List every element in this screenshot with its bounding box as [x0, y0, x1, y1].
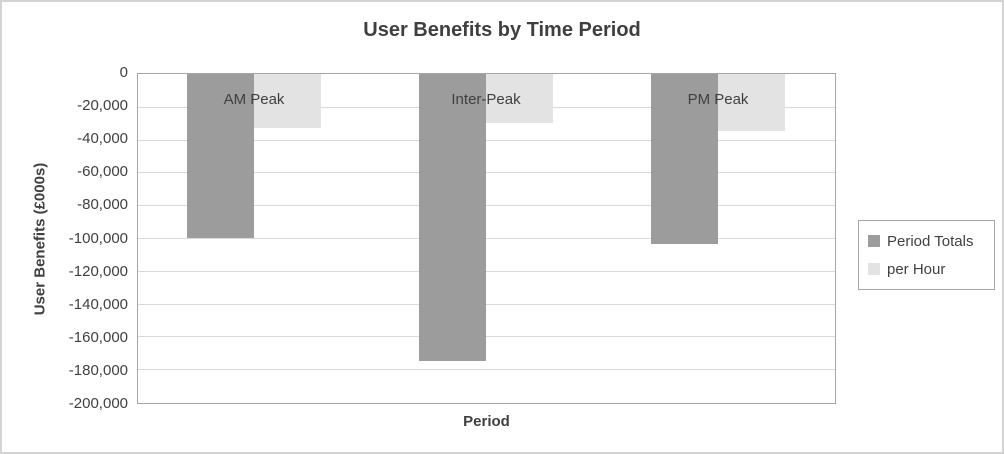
- y-tick-label: 0: [119, 64, 128, 81]
- y-tick-label: -200,000: [68, 395, 128, 412]
- gridline: [138, 238, 835, 239]
- bar-period-totals-pm-peak: [651, 74, 718, 244]
- category-label-inter-peak: Inter-Peak: [451, 91, 521, 108]
- y-tick-label: -120,000: [68, 262, 128, 280]
- bar-period-totals-inter-peak: [419, 74, 486, 361]
- gridline: [138, 172, 835, 174]
- gridline: [138, 303, 835, 305]
- category-label-pm-peak: PM Peak: [687, 91, 749, 108]
- gridline: [138, 270, 835, 272]
- y-tick-label: -140,000: [68, 295, 128, 313]
- gridline: [138, 139, 835, 141]
- y-tick-label: -80,000: [77, 196, 128, 214]
- bar-per-hour-am-peak: [254, 74, 321, 129]
- x-axis-title: Period: [463, 413, 510, 430]
- legend-item-label: per Hour: [887, 260, 946, 278]
- legend-item-label: Period Totals: [887, 232, 974, 250]
- bar-per-hour-inter-peak: [486, 74, 553, 124]
- bar-period-totals-am-peak: [187, 74, 254, 238]
- y-tick-label: -100,000: [68, 229, 128, 247]
- gridline: [138, 369, 835, 371]
- bar-per-hour-pm-peak: [718, 74, 785, 132]
- chart-title: User Benefits by Time Period: [363, 19, 641, 41]
- y-tick-label: -180,000: [68, 361, 128, 379]
- legend-item-per-hour: per Hour: [868, 261, 985, 278]
- plot-area: AM Peak Inter-Peak PM Peak: [137, 73, 836, 404]
- legend-item-period-totals: Period Totals: [868, 233, 985, 250]
- y-tick-label: -20,000: [77, 97, 128, 115]
- gridline: [138, 205, 835, 207]
- legend-swatch-icon: [868, 235, 880, 247]
- y-tick-label: -40,000: [77, 130, 128, 148]
- y-tick-label: -160,000: [68, 328, 128, 346]
- legend: Period Totals per Hour: [858, 220, 995, 290]
- category-label-am-peak: AM Peak: [223, 91, 285, 108]
- y-tick-label: -60,000: [77, 163, 128, 181]
- legend-swatch-icon: [868, 263, 880, 275]
- gridline: [138, 336, 835, 338]
- y-axis-tick-labels: 0 -20,000 -40,000 -60,000 -80,000 -100,000 -12…: [2, 64, 128, 412]
